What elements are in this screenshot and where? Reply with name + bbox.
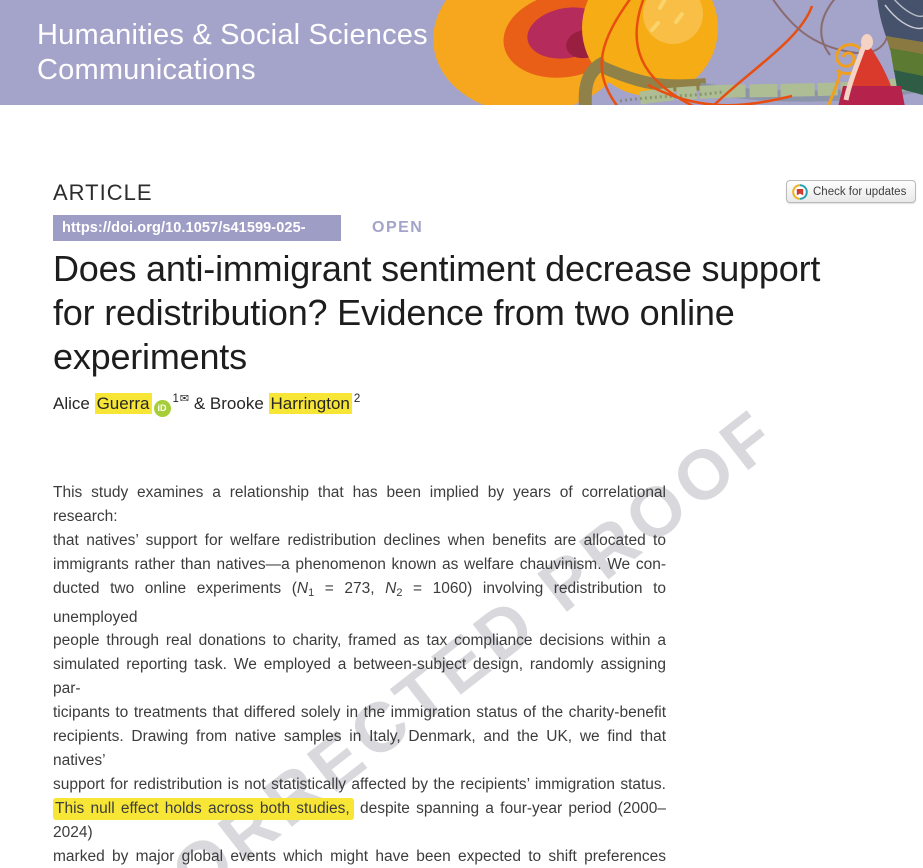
- abstract-art-shapes: [433, 0, 923, 105]
- author2-first-name: Brooke: [209, 394, 269, 413]
- abstract-text-segment: ticipants to treatments that differed so…: [53, 704, 666, 722]
- abstract-text-segment: simulated reporting task. We employed a …: [53, 656, 666, 698]
- abstract-text-segment: N: [385, 579, 397, 597]
- abstract-line: This null effect holds across both studi…: [53, 797, 666, 845]
- abstract-text-segment: support for redistribution is not statis…: [53, 775, 666, 793]
- abstract-line: that natives’ support for welfare redist…: [53, 529, 666, 553]
- open-access-label: OPEN: [372, 219, 424, 236]
- abstract-line: simulated reporting task. We employed a …: [53, 653, 666, 701]
- orcid-icon[interactable]: iD: [153, 400, 171, 417]
- abstract-text-segment: ducted two online experiments (: [53, 579, 297, 597]
- abstract: This study examines a relationship that …: [53, 481, 666, 868]
- banner-artwork: [0, 0, 923, 105]
- abstract-text-segment: that natives’ support for welfare redist…: [53, 531, 666, 549]
- article-title-line: Does anti-immigrant sentiment decrease s…: [53, 248, 821, 289]
- abstract-line: immigrants rather than natives—a phenome…: [53, 553, 666, 577]
- author2-affiliation-sup: 2: [353, 393, 361, 405]
- authors-joiner: &: [189, 394, 210, 413]
- abstract-text-segment: despite spanning a four-year period (200…: [53, 799, 666, 841]
- abstract-line: recipients. Drawing from native samples …: [53, 725, 666, 773]
- abstract-text-segment: people through real donations to charity…: [53, 632, 666, 650]
- abstract-text-segment: recipients. Drawing from native samples …: [53, 728, 666, 769]
- crossmark-icon: [792, 183, 808, 200]
- abstract-line: people through real donations to charity…: [53, 629, 666, 653]
- author2-surname-highlighted: Harrington: [268, 393, 352, 414]
- article-title-line: for redistribution? Evidence from two on…: [53, 292, 735, 333]
- email-envelope-icon[interactable]: ✉: [179, 393, 190, 405]
- author1-first-name: Alice: [53, 394, 95, 413]
- abstract-line: ticipants to treatments that differed so…: [53, 701, 666, 725]
- doi-link[interactable]: https://doi.org/10.1057/s41599-025-05549…: [53, 215, 341, 262]
- abstract-line: This study examines a relationship that …: [53, 481, 666, 529]
- article-title-line: experiments: [53, 336, 247, 377]
- abstract-text-segment: This study examines a relationship that …: [53, 484, 666, 525]
- check-for-updates-button[interactable]: Check for updates: [786, 180, 917, 203]
- check-for-updates-label: Check for updates: [813, 185, 907, 198]
- abstract-text-segment: = 1060) involving redistribution to unem…: [53, 579, 666, 626]
- abstract-text-segment: N: [296, 579, 309, 597]
- author1-surname-highlighted: Guerra: [94, 393, 152, 414]
- abstract-highlighted-text: This null effect holds across both studi…: [53, 797, 354, 820]
- abstract-line: marked by major global events which migh…: [53, 845, 666, 868]
- abstract-text-segment: = 273,: [314, 579, 386, 597]
- authors-line: Alice Guerra iD1✉ & Brooke Harrington 2: [53, 392, 360, 417]
- journal-title-line2: Communications: [37, 54, 256, 86]
- journal-title: Humanities & Social Sciences Communicati…: [37, 18, 428, 88]
- abstract-text-segment: 2: [396, 586, 403, 599]
- article-title: Does anti-immigrant sentiment decrease s…: [53, 247, 903, 379]
- article-section-label: ARTICLE: [53, 180, 153, 205]
- author1-affiliation-sup: 1✉: [172, 393, 190, 405]
- journal-banner: Humanities & Social Sciences Communicati…: [0, 0, 923, 105]
- abstract-text-segment: immigrants rather than natives—a phenome…: [53, 555, 666, 573]
- abstract-line: support for redistribution is not statis…: [53, 773, 666, 797]
- journal-title-line1: Humanities & Social Sciences: [37, 19, 428, 51]
- abstract-text-segment: marked by major global events which migh…: [53, 847, 666, 865]
- abstract-text-segment: 1: [308, 586, 315, 599]
- abstract-line: ducted two online experiments (N1 = 273,…: [53, 577, 666, 630]
